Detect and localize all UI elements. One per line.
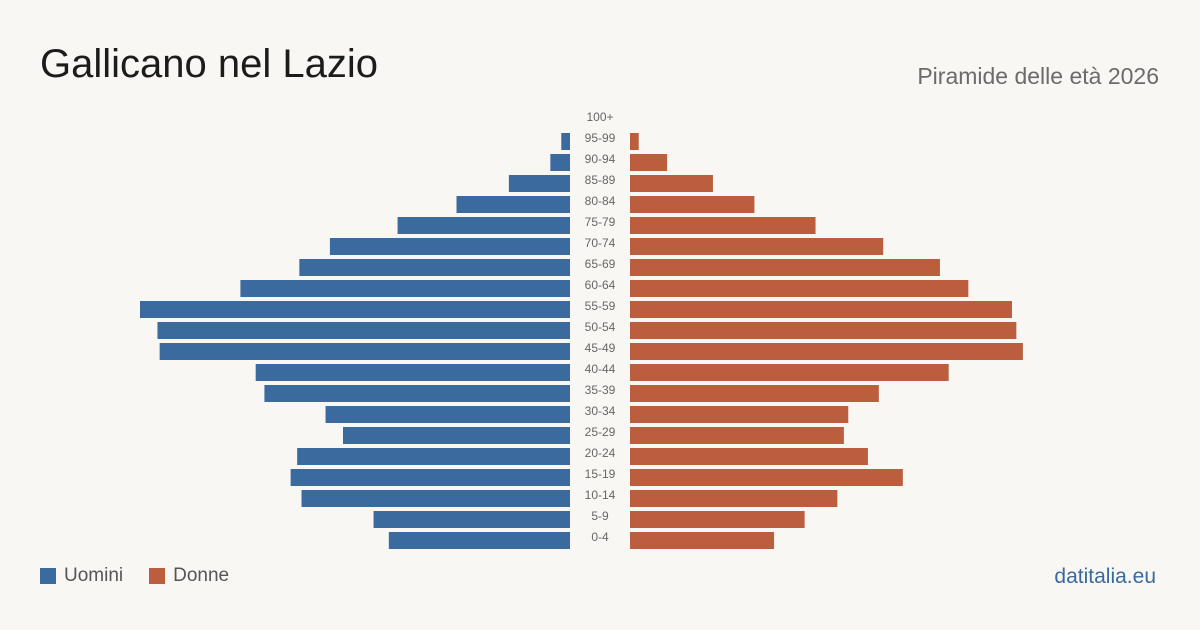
bar-female [630, 427, 844, 444]
bar-female [630, 511, 805, 528]
age-label: 90-94 [585, 152, 616, 166]
bar-female [630, 217, 816, 234]
bar-female [630, 280, 969, 297]
age-label: 100+ [586, 110, 613, 124]
chart-subtitle: Piramide delle età 2026 [917, 63, 1159, 89]
bar-female [630, 469, 903, 486]
bar-male [290, 469, 570, 486]
bar-female [630, 175, 713, 192]
age-label: 70-74 [585, 236, 616, 250]
age-label: 40-44 [585, 362, 616, 376]
legend-item-female: Donne [149, 565, 229, 587]
bar-female [630, 133, 639, 150]
bar-male [297, 448, 570, 465]
chart-title: Gallicano nel Lazio [40, 42, 378, 86]
age-label: 35-39 [585, 383, 616, 397]
bar-male [325, 406, 570, 423]
bar-male [508, 175, 570, 192]
age-label: 15-19 [585, 467, 616, 481]
legend-label-female: Donne [173, 565, 230, 586]
bar-female [630, 406, 849, 423]
legend-swatch-female [149, 568, 166, 584]
bar-male [240, 280, 570, 297]
age-label: 30-34 [585, 404, 616, 418]
bar-female [630, 259, 940, 276]
age-label: 10-14 [585, 488, 616, 502]
age-label: 80-84 [585, 194, 616, 208]
bar-female [630, 196, 755, 213]
age-label: 45-49 [585, 341, 616, 355]
bar-female [630, 343, 1023, 360]
age-label: 25-29 [585, 425, 616, 439]
bar-female [630, 532, 775, 549]
bar-male [388, 532, 570, 549]
legend-label-male: Uomini [64, 565, 124, 586]
age-label: 20-24 [585, 446, 616, 460]
bar-female [630, 322, 1017, 339]
bar-male [342, 427, 570, 444]
age-label: 75-79 [585, 215, 616, 229]
age-label: 55-59 [585, 299, 616, 313]
bar-male [550, 154, 570, 171]
bar-female [630, 385, 879, 402]
bar-female [630, 154, 668, 171]
bar-male [264, 385, 570, 402]
age-label: 60-64 [585, 278, 616, 292]
age-label: 50-54 [585, 320, 616, 334]
age-label: 5-9 [591, 509, 609, 523]
age-label: 65-69 [585, 257, 616, 271]
bar-male [140, 301, 570, 318]
brand-link[interactable]: datitalia.eu [1054, 565, 1156, 588]
bar-male [255, 364, 570, 381]
bar-female [630, 301, 1012, 318]
bar-female [630, 490, 838, 507]
bar-female [630, 238, 884, 255]
bar-male [301, 490, 570, 507]
age-label: 85-89 [585, 173, 616, 187]
bar-male [373, 511, 570, 528]
legend-swatch-male [40, 568, 56, 584]
bar-male [157, 322, 571, 339]
age-label: 95-99 [585, 131, 616, 145]
bar-male [159, 343, 571, 360]
legend: Uomini Donne [40, 565, 255, 587]
bar-male [299, 259, 570, 276]
bar-male [329, 238, 570, 255]
bar-female [630, 448, 868, 465]
bar-male [397, 217, 570, 234]
bar-male [456, 196, 570, 213]
legend-item-male: Uomini [40, 565, 123, 587]
age-label: 0-4 [591, 530, 609, 544]
bar-female [630, 364, 949, 381]
bar-male [561, 133, 570, 150]
